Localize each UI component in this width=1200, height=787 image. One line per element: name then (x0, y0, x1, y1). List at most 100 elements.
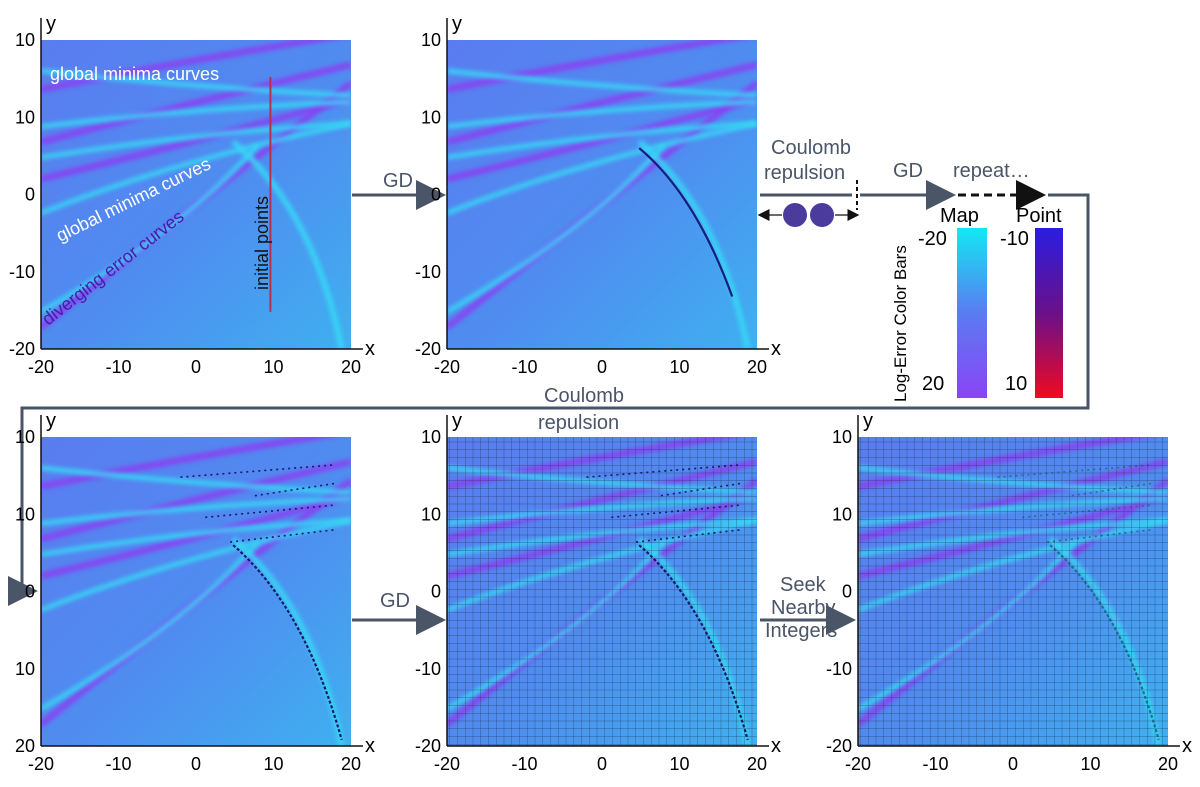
x-tick-label: -10 (105, 357, 131, 377)
map-colorbar (957, 228, 987, 398)
y-tick-label: 0 (431, 582, 441, 602)
y-tick-label: -20 (415, 736, 441, 756)
minima-curve (41, 68, 351, 99)
y-tick-label: 10 (832, 427, 852, 447)
minima-curve (41, 120, 351, 160)
label-seek-2: Nearby (771, 597, 835, 619)
points-min-label: -10 (1000, 228, 1029, 250)
y-tick-label: 0 (25, 185, 35, 205)
minima-curve (447, 120, 757, 160)
label-seek-3: Integers (765, 620, 837, 642)
colorbar-legend: Log-Error Color Bars Map -20 20 Point s … (891, 205, 1063, 402)
diverging-curve (447, 40, 741, 93)
points-bar-label-1: Point (1016, 205, 1062, 227)
panel-top-mid: y x -20 -10 0 10 20 10 10 0 -10 -20 (415, 13, 781, 377)
y-tick-label: 20 (15, 736, 35, 756)
x-axis-label: x (771, 338, 781, 360)
y-tick-label: 0 (431, 185, 441, 205)
panel-top-left: y x -20 -10 0 10 20 10 10 0 -10 -20 (9, 13, 375, 377)
y-axis-label: y (863, 410, 873, 432)
x-tick-label: 0 (597, 357, 607, 377)
minima-curve (41, 517, 351, 613)
x-tick-label: -10 (511, 754, 537, 774)
diverging-curve (41, 437, 335, 490)
x-tick-label: -20 (434, 357, 460, 377)
y-tick-label: 10 (421, 504, 441, 524)
heatmap-curves (447, 40, 757, 349)
x-axis-label: x (365, 338, 375, 360)
panel-bottom-left: y x -20 -10 0 10 20 10 10 0 10 20 (15, 410, 375, 774)
minima-curve (41, 517, 351, 557)
diverging-curve (447, 61, 757, 146)
label-gd-3: GD (380, 590, 410, 612)
flow-connectors (8, 180, 1090, 635)
y-axis-label: y (46, 410, 56, 432)
minima-curve (447, 68, 757, 99)
diverging-curve (41, 458, 351, 543)
particle-left (783, 203, 807, 227)
x-tick-label: -20 (434, 754, 460, 774)
x-tick-label: -20 (845, 754, 871, 774)
x-axis-label: x (1182, 735, 1192, 757)
spread-points-row (180, 464, 336, 478)
spread-points-row (205, 504, 336, 519)
label-repeat: repeat… (953, 160, 1030, 182)
minima-curve (41, 120, 351, 216)
y-tick-label: 10 (15, 659, 35, 679)
y-tick-label: -20 (415, 339, 441, 359)
x-tick-label: -10 (511, 357, 537, 377)
x-tick-label: -20 (28, 754, 54, 774)
annotation-initial-points: initial points (252, 196, 272, 290)
x-tick-label: 10 (263, 357, 283, 377)
minima-arc (637, 139, 751, 349)
y-tick-label: 10 (15, 504, 35, 524)
y-tick-label: -10 (9, 262, 35, 282)
map-bar-label: Map (940, 205, 979, 227)
integer-grid (858, 437, 1168, 746)
x-tick-label: 20 (1158, 754, 1178, 774)
panel-bottom-mid: y x -20 -10 0 10 20 10 10 0 -10 -20 (415, 410, 781, 774)
return-path (8, 193, 1090, 606)
spread-points-curve (232, 544, 343, 741)
x-tick-label: 10 (263, 754, 283, 774)
y-tick-label: 10 (421, 427, 441, 447)
heatmap-curves (41, 437, 351, 746)
y-tick-label: 0 (25, 582, 35, 602)
x-tick-label: 0 (191, 754, 201, 774)
panel-bottom-right: y x -20 -10 0 10 20 10 10 0 -10 -20 (826, 410, 1192, 774)
x-tick-label: -10 (105, 754, 131, 774)
flow-labels: GD Coulomb repulsion GD repeat… Coulomb … (380, 137, 1030, 642)
heatmap-curves (447, 437, 757, 746)
x-tick-label: 20 (747, 754, 767, 774)
heatmap-curves (41, 40, 351, 349)
minima-curve (41, 465, 351, 496)
x-tick-label: 10 (669, 357, 689, 377)
y-tick-label: 10 (15, 107, 35, 127)
x-tick-label: 0 (191, 357, 201, 377)
y-tick-label: -20 (9, 339, 35, 359)
diverging-curve (41, 40, 335, 93)
map-min-label: -20 (918, 228, 947, 250)
annotation-global-minima-top: global minima curves (50, 64, 219, 84)
minima-curve (41, 99, 351, 130)
x-tick-label: 0 (597, 754, 607, 774)
x-tick-label: 0 (1008, 754, 1018, 774)
label-coulomb-mid-2: repulsion (538, 412, 619, 434)
spread-points-row (254, 482, 336, 497)
colorbar-title: Log-Error Color Bars (891, 245, 910, 402)
label-gd-1: GD (383, 170, 413, 192)
heatmap-curves (858, 437, 1168, 746)
y-tick-label: 10 (15, 30, 35, 50)
x-tick-label: 10 (669, 754, 689, 774)
points-max-label: 10 (1005, 373, 1027, 395)
y-axis-label: y (452, 13, 462, 35)
diverging-curve (41, 492, 351, 580)
minima-curve (41, 496, 351, 527)
y-tick-label: -10 (415, 659, 441, 679)
points-colorbar (1035, 228, 1063, 398)
label-coulomb-top-2: repulsion (764, 162, 845, 184)
x-tick-label: -10 (922, 754, 948, 774)
diverging-curve (41, 61, 351, 146)
y-axis-label: y (452, 410, 462, 432)
